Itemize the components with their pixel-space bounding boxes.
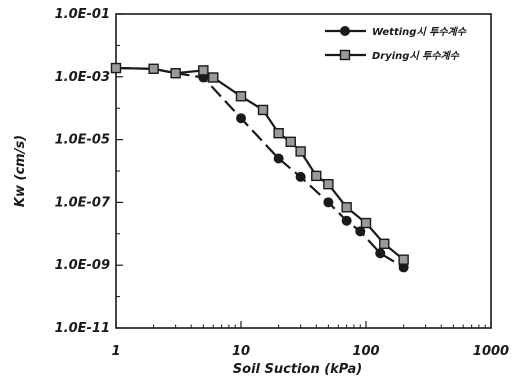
y-tick-label: 1.0E-01 [55,7,110,22]
data-point-drying [285,136,296,148]
x-tick-label: 100 [352,344,379,359]
y-tick-label: 1.0E-07 [55,195,111,210]
data-point-drying [198,65,209,76]
data-point-wetting [273,153,284,164]
legend-marker-drying [339,49,351,61]
data-point-wetting [375,248,386,259]
x-tick-label: 10 [232,344,250,359]
legend-label-2: Drying시 투수계수 [372,50,460,62]
data-point-drying [323,178,334,190]
data-point-drying [311,170,322,182]
data-point-drying [341,202,352,213]
data-point-wetting [295,171,306,182]
series-line-1 [115,66,405,269]
data-point-drying [110,62,122,74]
y-axis-title: Kw (cm/s) [13,135,28,207]
y-tick-label: 1.0E-03 [55,70,110,85]
y-tick-label: 1.0E-05 [55,133,110,148]
legend-label-1: Wetting시 투수계수 [372,26,467,38]
x-tick-label: 1000 [473,344,509,359]
y-tick-label: 1.0E-11 [55,321,110,336]
series-line-2 [115,66,405,261]
data-point-wetting [398,262,409,273]
data-point-drying [170,68,181,79]
data-point-drying [295,146,306,157]
data-point-drying [235,91,247,102]
y-tick-label: 1.0E-09 [55,258,110,273]
x-axis-title: Soil Suction (kPa) [233,362,362,377]
data-point-drying [208,72,219,83]
data-point-drying [148,63,159,74]
data-point-wetting [323,197,334,208]
data-point-drying [379,238,390,250]
data-point-wetting [355,226,366,237]
data-point-wetting [341,215,352,226]
legend-marker-wetting [340,26,350,36]
data-point-drying [257,104,269,116]
x-tick-label: 1 [111,344,120,359]
data-point-drying [273,127,284,139]
data-point-wetting [236,113,246,124]
data-point-drying [360,217,372,229]
data-point-drying [398,254,409,265]
